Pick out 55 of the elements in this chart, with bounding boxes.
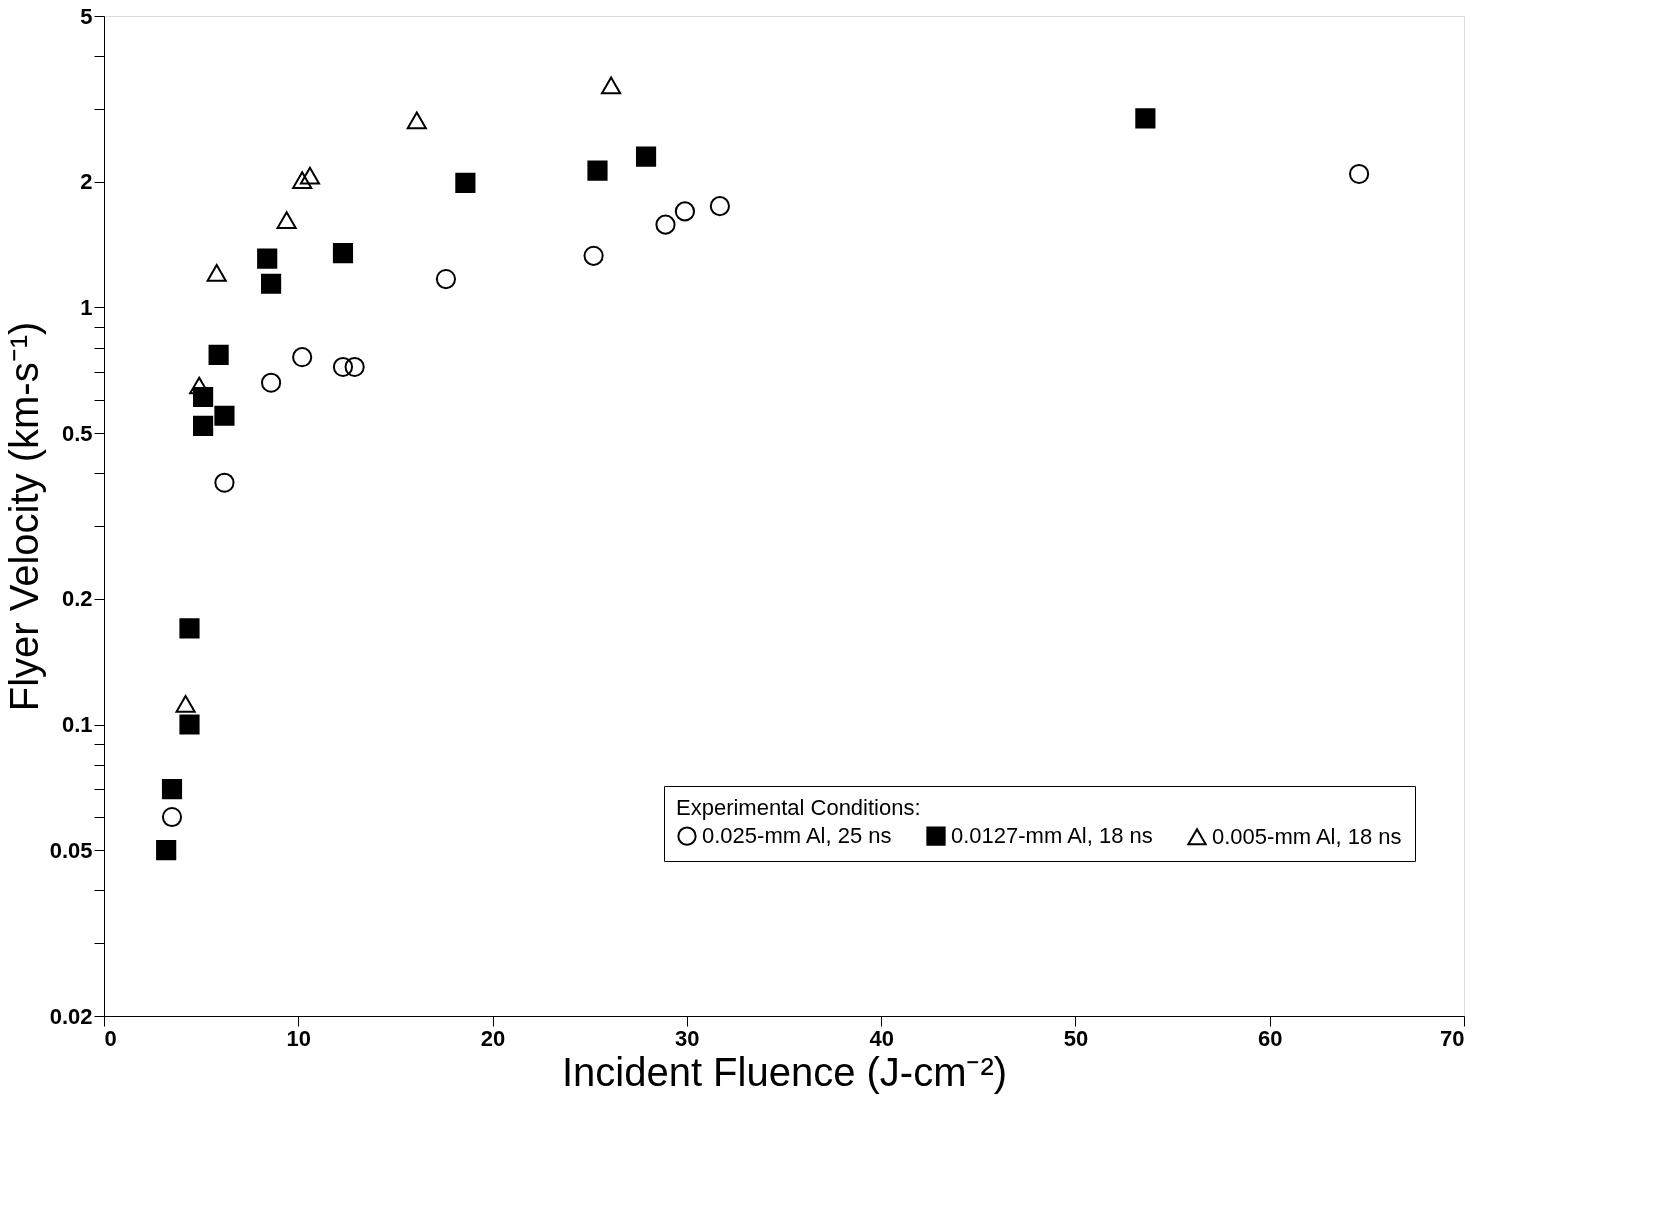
point — [206, 264, 227, 282]
y-tick-label: 2 — [80, 169, 93, 195]
point — [1135, 108, 1156, 129]
legend-label: 0.025-mm Al, 25 ns — [702, 823, 892, 849]
point — [635, 146, 657, 167]
y-tick-label: 0.05 — [49, 837, 93, 863]
point — [435, 268, 457, 290]
point — [214, 405, 235, 426]
point — [161, 806, 183, 828]
point — [214, 472, 235, 493]
x-tick-label: 20 — [480, 1025, 506, 1051]
y-tick-label: 5 — [80, 3, 93, 29]
y-tick-label: 0.2 — [61, 586, 93, 612]
x-axis-title: Incident Fluence (J-cm⁻²) — [561, 1049, 1008, 1094]
y-tick-label: 1 — [80, 294, 93, 320]
legend-label: 0.0127-mm Al, 18 ns — [951, 823, 1153, 849]
x-tick-label: 10 — [286, 1025, 312, 1051]
y-tick-label: 0.02 — [49, 1003, 93, 1029]
point — [344, 356, 365, 378]
point — [455, 172, 476, 193]
point — [276, 211, 297, 229]
point — [292, 171, 313, 190]
y-tick-label: 0.1 — [61, 712, 93, 738]
point — [406, 111, 427, 130]
x-tick-label: 50 — [1063, 1025, 1089, 1051]
point — [193, 415, 214, 436]
point — [292, 347, 313, 368]
y-tick-label: 0.5 — [61, 420, 93, 446]
point — [1349, 163, 1370, 185]
point — [709, 196, 730, 217]
point — [601, 76, 622, 95]
x-tick-label: 40 — [869, 1025, 894, 1051]
point — [332, 356, 354, 378]
point — [257, 248, 278, 269]
legend-label: 0.005-mm Al, 18 ns — [1212, 823, 1402, 849]
x-tick-label: 70 — [1440, 1025, 1465, 1051]
x-tick-label: 30 — [675, 1025, 700, 1051]
point — [299, 166, 321, 185]
point — [161, 779, 183, 800]
legend-title: Experimental Conditions: — [676, 795, 921, 820]
point — [674, 201, 695, 222]
x-tick-label: 0 — [104, 1025, 117, 1051]
point — [583, 245, 604, 266]
point — [156, 839, 177, 861]
point — [179, 618, 200, 639]
point — [655, 214, 676, 235]
point — [587, 160, 608, 181]
point — [175, 695, 196, 713]
point — [332, 243, 354, 264]
point — [261, 273, 282, 294]
y-axis-title: Flyer Velocity (km-s⁻¹) — [1, 321, 46, 712]
x-tick-label: 60 — [1257, 1025, 1283, 1051]
point — [179, 714, 200, 735]
point — [208, 344, 229, 365]
point — [261, 372, 282, 393]
